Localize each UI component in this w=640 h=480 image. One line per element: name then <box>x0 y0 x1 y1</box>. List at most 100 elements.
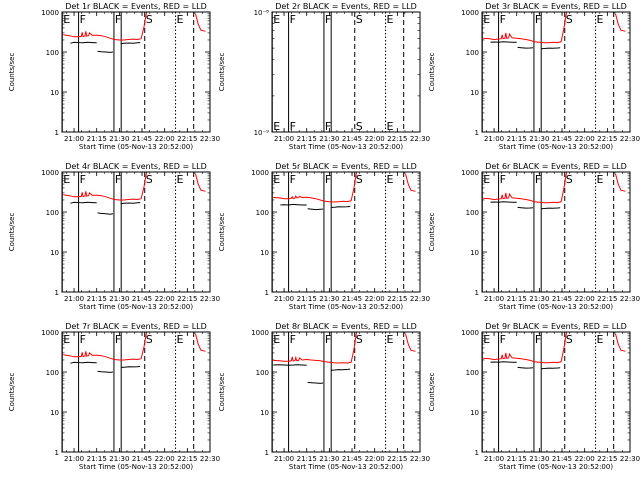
marker-label: F <box>500 13 506 26</box>
x-axis-label: Start Time (05-Nov-13 20:52:00) <box>289 303 403 311</box>
y-axis-label: Counts/sec <box>8 53 16 92</box>
x-tick-label: 21:00 <box>64 135 84 143</box>
series-line-lld <box>195 173 206 192</box>
series-line-lld <box>195 13 206 32</box>
series-line-events <box>97 212 114 215</box>
panel-title: Det 4r BLACK = Events, RED = LLD <box>65 162 207 171</box>
marker-label: F <box>115 13 121 26</box>
marker-label-bottom: E <box>273 120 280 133</box>
marker-label: F <box>80 173 86 186</box>
detector-panel-4: Det 4r BLACK = Events, RED = LLD Counts/s… <box>8 162 220 311</box>
marker-label: S <box>356 13 363 26</box>
marker-label: F <box>325 333 331 346</box>
x-tick-label: 21:45 <box>132 455 152 463</box>
detector-panel-3: Det 3r BLACK = Events, RED = LLD Counts/s… <box>428 2 640 151</box>
series-group <box>483 172 626 210</box>
detector-panel-1: Det 1r BLACK = Events, RED = LLD Counts/s… <box>8 2 220 151</box>
x-tick-label: 22:15 <box>387 135 407 143</box>
x-tick-label: 22:15 <box>597 455 617 463</box>
y-tick-label: 10⁻⁸ <box>254 9 270 17</box>
marker-label: E <box>273 13 280 26</box>
series-line-events <box>70 201 97 204</box>
marker-label: F <box>290 333 296 346</box>
y-tick-label: 10 <box>470 249 479 257</box>
x-tick-label: 21:00 <box>484 455 504 463</box>
y-tick-label: 1 <box>55 449 59 457</box>
series-line-events <box>273 364 307 366</box>
marker-label: F <box>325 173 331 186</box>
series-line-events <box>97 370 114 373</box>
marker-label: F <box>500 333 506 346</box>
y-tick-label: 10 <box>470 409 479 417</box>
marker-label: S <box>356 173 363 186</box>
marker-label: F <box>115 173 121 186</box>
y-tick-label: 100 <box>466 369 479 377</box>
series-line-events <box>490 201 517 203</box>
y-tick-label: 10 <box>50 409 59 417</box>
panel-title: Det 5r BLACK = Events, RED = LLD <box>275 162 417 171</box>
y-axis-label: Counts/sec <box>428 373 436 412</box>
marker-label: E <box>387 333 394 346</box>
x-tick-label: 21:00 <box>64 455 84 463</box>
y-tick-label: 1000 <box>461 329 479 337</box>
series-line-events <box>97 50 114 53</box>
series-group <box>63 332 206 373</box>
x-axis-label: Start Time (05-Nov-13 20:52:00) <box>499 303 613 311</box>
marker-label: F <box>535 13 541 26</box>
series-line-events <box>517 206 534 209</box>
plot-frame <box>271 171 421 293</box>
marker-label: E <box>63 333 70 346</box>
x-tick-label: 21:15 <box>297 135 317 143</box>
x-tick-label: 21:15 <box>507 135 527 143</box>
marker-label: F <box>290 13 296 26</box>
marker-label: E <box>597 333 604 346</box>
y-tick-label: 1 <box>265 449 269 457</box>
marker-label: F <box>80 13 86 26</box>
x-tick-label: 22:00 <box>155 455 175 463</box>
x-tick-label: 22:30 <box>200 135 220 143</box>
y-tick-label: 100 <box>466 49 479 57</box>
x-tick-label: 21:45 <box>342 135 362 143</box>
x-tick-label: 22:15 <box>387 455 407 463</box>
series-line-lld <box>483 332 568 364</box>
marker-label: S <box>146 333 153 346</box>
series-line-events <box>517 46 534 49</box>
x-tick-label: 22:30 <box>200 455 220 463</box>
y-tick-label: 1000 <box>251 329 269 337</box>
y-tick-label: 1000 <box>41 169 59 177</box>
y-tick-label: 10 <box>470 89 479 97</box>
x-tick-label: 21:15 <box>87 455 107 463</box>
x-axis-label: Start Time (05-Nov-13 20:52:00) <box>289 143 403 151</box>
panel-title: Det 8r BLACK = Events, RED = LLD <box>275 322 417 331</box>
x-tick-label: 21:15 <box>507 455 527 463</box>
x-tick-label: 21:00 <box>274 455 294 463</box>
y-tick-label: 1000 <box>461 9 479 17</box>
series-group <box>273 172 416 211</box>
marker-label-bottom: F <box>325 120 331 133</box>
y-tick-label: 1 <box>475 129 479 137</box>
x-tick-label: 21:30 <box>529 135 549 143</box>
y-axis-label: Counts/sec <box>428 213 436 252</box>
marker-label: E <box>63 13 70 26</box>
marker-label-bottom: E <box>387 120 394 133</box>
detector-panel-6: Det 6r BLACK = Events, RED = LLD Counts/s… <box>428 162 640 311</box>
y-tick-label: 1000 <box>41 329 59 337</box>
y-tick-label: 100 <box>46 209 59 217</box>
marker-label: S <box>566 13 573 26</box>
marker-label: E <box>597 173 604 186</box>
marker-label: E <box>387 13 394 26</box>
x-tick-label: 21:30 <box>109 295 129 303</box>
x-tick-label: 21:30 <box>109 135 129 143</box>
x-tick-label: 21:30 <box>529 455 549 463</box>
marker-label: E <box>483 13 490 26</box>
plot-frame <box>481 331 631 453</box>
panel-title: Det 7r BLACK = Events, RED = LLD <box>65 322 207 331</box>
y-tick-label: 100 <box>46 49 59 57</box>
x-axis-label: Start Time (05-Nov-13 20:52:00) <box>499 143 613 151</box>
plot-frame <box>271 331 421 453</box>
y-tick-label: 10⁻⁹ <box>254 129 270 137</box>
x-tick-label: 22:15 <box>177 295 197 303</box>
x-tick-label: 22:00 <box>155 135 175 143</box>
marker-label: E <box>177 173 184 186</box>
